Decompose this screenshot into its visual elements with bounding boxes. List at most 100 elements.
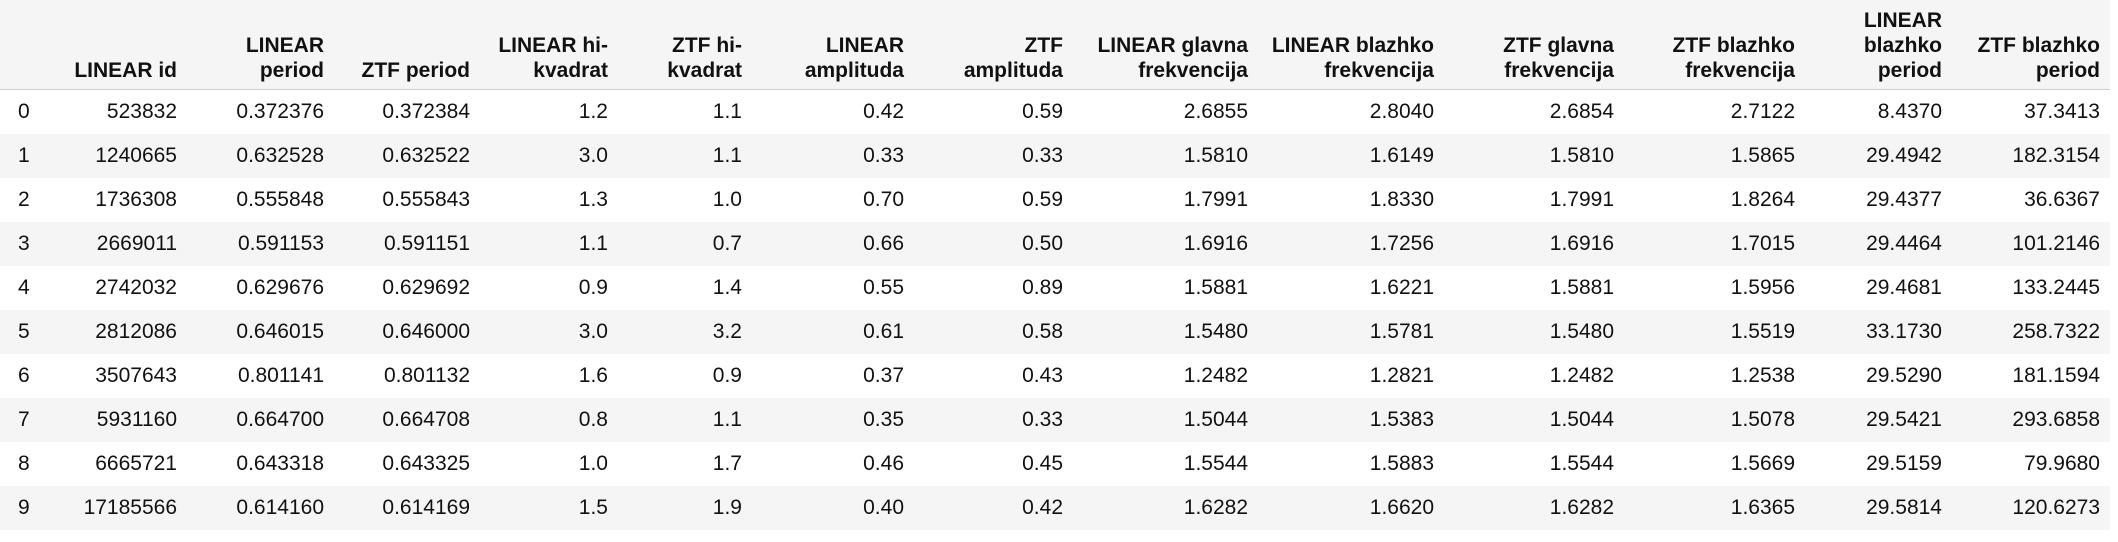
table-cell: 182.3154 [2012, 143, 2100, 167]
table-cell: 258.7322 [2012, 319, 2100, 343]
table-cell: 0.33 [1022, 407, 1063, 431]
table-cell: 29.5814 [1866, 495, 1942, 519]
index-header [0, 0, 52, 90]
table-cell: 1.8330 [1369, 187, 1434, 211]
table-cell: 3.0 [578, 319, 608, 343]
table-cell: 1.0 [712, 187, 742, 211]
table-cell: 1.6 [578, 363, 608, 387]
column-header: LINEAR hi-kvadrat [480, 0, 618, 90]
table-cell: 29.5159 [1866, 451, 1942, 475]
table-cell: 0.643318 [236, 451, 324, 475]
column-header: LINEAR blazhko period [1805, 0, 1952, 90]
table-cell: 1.6620 [1369, 495, 1434, 519]
table-cell: 2.7122 [1730, 99, 1795, 123]
table-cell: 0.664700 [236, 407, 324, 431]
table-cell: 0.629692 [382, 275, 470, 299]
column-header: ZTF blazhko frekvencija [1624, 0, 1805, 90]
row-index: 2 [18, 187, 30, 211]
table-cell: 2.6855 [1183, 99, 1248, 123]
table-cell: 1.2 [578, 99, 608, 123]
table-cell: 1.2482 [1549, 363, 1614, 387]
table-cell: 1.6149 [1369, 143, 1434, 167]
table-cell: 0.55 [863, 275, 904, 299]
table-cell: 0.646000 [382, 319, 470, 343]
table-cell: 1.6221 [1369, 275, 1434, 299]
table-cell: 0.33 [1022, 143, 1063, 167]
table-cell: 0.632522 [382, 143, 470, 167]
column-header: LINEAR period [187, 0, 334, 90]
table-cell: 0.43 [1022, 363, 1063, 387]
table-cell: 2.6854 [1549, 99, 1614, 123]
row-index: 1 [18, 143, 30, 167]
table-cell: 0.372376 [236, 99, 324, 123]
table-cell: 1.7991 [1183, 187, 1248, 211]
table-cell: 0.42 [863, 99, 904, 123]
table-cell: 0.46 [863, 451, 904, 475]
table-cell: 1.5 [578, 495, 608, 519]
table-cell: 1.5781 [1369, 319, 1434, 343]
table-cell: 101.2146 [2012, 231, 2100, 255]
table-cell: 523832 [106, 99, 177, 123]
table-cell: 29.4464 [1866, 231, 1942, 255]
column-header: ZTF amplituda [914, 0, 1073, 90]
table-cell: 1.5544 [1183, 451, 1248, 475]
table-cell: 1.5865 [1730, 143, 1795, 167]
table-cell: 133.2445 [2012, 275, 2100, 299]
table-cell: 1.1 [578, 231, 608, 255]
table-cell: 1.5881 [1549, 275, 1614, 299]
table-row: 4 2742032 0.629676 0.629692 0.9 1.4 0.55 0.89 1.… [0, 265, 2110, 310]
table-cell: 1.5883 [1369, 451, 1434, 475]
table-cell: 0.591153 [237, 231, 324, 255]
table-cell: 0.555848 [236, 187, 324, 211]
table-cell: 1.5480 [1183, 319, 1248, 343]
column-header: LINEAR blazhko frekvencija [1258, 0, 1444, 90]
table-cell: 1.6916 [1549, 231, 1614, 255]
table-cell: 1.5044 [1549, 407, 1614, 431]
table-cell: 1.3 [578, 187, 608, 211]
table-row: 3 2669011 0.591153 0.591151 1.1 0.7 0.66 0.50 1.… [0, 221, 2110, 266]
table-body: 0 523832 0.372376 0.372384 1.2 1.1 0.42 0.59 2.6… [0, 89, 2110, 530]
table-cell: 1.2821 [1369, 363, 1434, 387]
table-cell: 0.614169 [382, 495, 470, 519]
row-index: 0 [18, 99, 30, 123]
table-row: 8 6665721 0.643318 0.643325 1.0 1.7 0.46 0.45 1.… [0, 441, 2110, 486]
table-cell: 6665721 [95, 451, 177, 475]
table-cell: 1.5383 [1369, 407, 1434, 431]
table-row: 7 5931160 0.664700 0.664708 0.8 1.1 0.35 0.33 1.… [0, 397, 2110, 442]
table-cell: 0.643325 [382, 451, 470, 475]
table-cell: 29.4942 [1866, 143, 1942, 167]
table-cell: 29.4377 [1866, 187, 1942, 211]
column-header: LINEAR glavna frekvencija [1073, 0, 1258, 90]
table-cell: 5931160 [96, 407, 177, 431]
table-cell: 1.8264 [1730, 187, 1795, 211]
table-cell: 0.70 [863, 187, 904, 211]
table-cell: 0.801132 [383, 363, 470, 387]
table-cell: 2.8040 [1369, 99, 1434, 123]
table-cell: 0.629676 [236, 275, 324, 299]
row-index: 5 [18, 319, 30, 343]
row-index: 7 [18, 407, 30, 431]
table-cell: 0.58 [1022, 319, 1063, 343]
table-cell: 0.45 [1022, 451, 1063, 475]
table-cell: 17185566 [83, 495, 177, 519]
table-cell: 0.89 [1022, 275, 1063, 299]
row-index: 8 [18, 451, 30, 475]
table-cell: 0.42 [1022, 495, 1063, 519]
table-cell: 3.0 [578, 143, 608, 167]
table-cell: 0.37 [863, 363, 904, 387]
data-table: LINEAR id LINEAR period ZTF period LINEAR h… [0, 0, 2110, 530]
table-cell: 33.1730 [1866, 319, 1942, 343]
table-cell: 1.6916 [1183, 231, 1248, 255]
table-cell: 1736308 [95, 187, 177, 211]
table-cell: 1.5480 [1549, 319, 1614, 343]
table-cell: 0.59 [1022, 99, 1063, 123]
table-cell: 0.61 [863, 319, 904, 343]
table-cell: 1.7 [712, 451, 742, 475]
column-header: LINEAR amplituda [752, 0, 914, 90]
table-cell: 1.1 [712, 407, 742, 431]
column-header: ZTF period [334, 0, 480, 90]
row-index: 4 [18, 275, 30, 299]
table-row: 6 3507643 0.801141 0.801132 1.6 0.9 0.37 0.43 1.… [0, 353, 2110, 398]
table-cell: 2742032 [95, 275, 177, 299]
